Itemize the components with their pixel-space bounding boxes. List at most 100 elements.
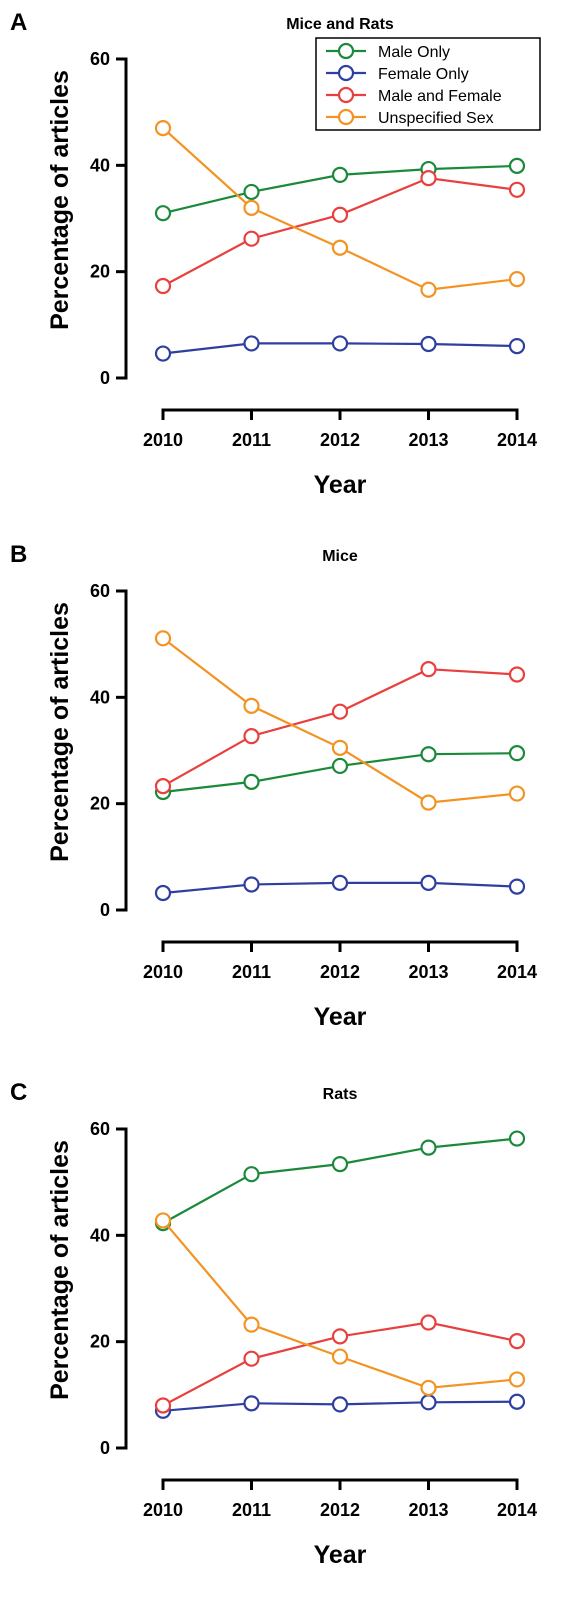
x-tick-label: 2014	[497, 1500, 537, 1520]
y-tick-label: 20	[90, 1332, 110, 1352]
x-tick-label: 2010	[143, 962, 183, 982]
panel-letter: C	[10, 1079, 27, 1106]
y-tick-label: 60	[90, 49, 110, 69]
data-point-series-1	[420, 1139, 437, 1156]
data-point-series-4	[420, 1379, 437, 1397]
x-axis-title: Year	[314, 1541, 367, 1569]
legend-item-unspecified-sex: Unspecified Sex	[326, 108, 494, 127]
y-tick-label: 40	[90, 155, 110, 175]
data-point-series-1	[420, 746, 437, 763]
series-line-series-1	[162, 1137, 518, 1225]
x-tick-label: 2010	[143, 430, 183, 450]
data-point-series-1	[331, 757, 349, 775]
data-point-unspecified-sex	[420, 281, 437, 298]
data-point-female-only	[243, 335, 260, 352]
data-point-series-1	[508, 1130, 526, 1147]
legend: Male Only Female Only Male and Female Unspe…	[315, 37, 541, 131]
y-axis-title: Percentage of articles	[46, 602, 74, 862]
legend-swatch-marker	[337, 42, 355, 60]
data-point-female-only	[331, 335, 349, 352]
y-axis-title: Percentage of articles	[46, 70, 74, 330]
x-tick-label: 2012	[320, 962, 360, 982]
data-point-series-3	[331, 1328, 349, 1345]
x-tick-label: 2012	[320, 1500, 360, 1520]
data-point-series-3	[331, 703, 349, 720]
data-point-unspecified-sex	[508, 271, 526, 288]
legend-item-male-only: Male Only	[326, 42, 450, 61]
data-point-series-3	[420, 661, 437, 678]
data-point-series-2	[243, 1395, 260, 1412]
y-axis-title: Percentage of articles	[46, 1140, 74, 1400]
data-point-series-2	[508, 1393, 526, 1410]
chart-panel-b: B Mice 0 20 40 60 2010 2011 2012 2013 2014 Year Perc…	[10, 541, 537, 1031]
legend-swatch-marker	[337, 86, 355, 104]
data-point-series-1	[508, 745, 526, 762]
data-point-female-only	[420, 335, 437, 353]
data-point-male-only	[243, 183, 260, 201]
y-tick-label: 40	[90, 1225, 110, 1245]
data-point-male-and-female	[508, 181, 526, 198]
y-tick-label: 20	[90, 794, 110, 814]
data-point-series-3	[243, 1350, 260, 1367]
data-point-series-3	[508, 1333, 526, 1350]
legend-label: Male and Female	[378, 88, 502, 105]
data-point-series-4	[508, 785, 526, 802]
legend-label: Female Only	[378, 66, 469, 83]
data-point-male-only	[508, 157, 526, 174]
data-point-series-3	[243, 728, 260, 745]
x-tick-label: 2013	[408, 962, 448, 982]
data-point-unspecified-sex	[154, 120, 172, 137]
data-point-male-and-female	[331, 206, 349, 223]
data-point-male-and-female	[154, 277, 172, 295]
data-point-series-2	[420, 1394, 437, 1411]
data-point-female-only	[508, 338, 526, 355]
data-point-male-only	[154, 205, 172, 222]
data-point-series-1	[331, 1155, 349, 1173]
y-tick-label: 20	[90, 262, 110, 282]
x-axis-title: Year	[314, 471, 367, 499]
data-point-series-2	[154, 884, 172, 902]
panel-letter: B	[10, 541, 27, 568]
series-line-series-4	[162, 637, 518, 804]
data-point-male-and-female	[420, 169, 437, 187]
data-point-series-2	[420, 874, 437, 891]
y-tick-label: 60	[90, 581, 110, 601]
data-point-series-4	[420, 794, 437, 811]
chart-title: Mice and Rats	[286, 16, 394, 33]
data-point-series-4	[331, 739, 349, 756]
data-point-series-4	[331, 1348, 349, 1365]
chart-title: Mice	[322, 548, 358, 565]
y-tick-label: 60	[90, 1119, 110, 1139]
x-tick-label: 2011	[232, 1500, 271, 1520]
data-point-male-only	[331, 166, 349, 184]
data-point-series-4	[243, 1316, 260, 1333]
data-point-series-4	[154, 1212, 172, 1229]
chart-panel-c: C Rats 0 20 40 60 2010 2011 2012 2013 2014 Year Perc…	[10, 1079, 537, 1569]
data-point-series-2	[331, 1396, 349, 1413]
legend-item-male-and-female: Male and Female	[326, 86, 502, 105]
data-point-series-4	[508, 1371, 526, 1388]
legend-label: Unspecified Sex	[378, 110, 494, 127]
panel-letter: A	[10, 9, 27, 36]
data-point-series-2	[331, 874, 349, 891]
x-tick-label: 2014	[497, 962, 537, 982]
legend-swatch-marker	[337, 64, 355, 82]
data-point-series-3	[154, 1397, 172, 1414]
x-tick-label: 2012	[320, 430, 360, 450]
x-tick-label: 2010	[143, 1500, 183, 1520]
legend-swatch-marker	[337, 108, 355, 126]
data-point-unspecified-sex	[243, 199, 260, 216]
x-tick-label: 2013	[408, 1500, 448, 1520]
legend-item-female-only: Female Only	[326, 64, 469, 83]
chart-panel-a: A Mice and Rats 0 20 40 60 2010 2011 2012 2013 201…	[10, 9, 541, 499]
data-point-series-3	[154, 778, 172, 795]
data-point-male-and-female	[243, 230, 260, 247]
data-point-series-4	[243, 697, 260, 714]
data-point-series-1	[243, 1166, 260, 1183]
y-tick-label: 40	[90, 687, 110, 707]
data-point-series-2	[243, 876, 260, 893]
series-line-male-and-female	[162, 176, 518, 287]
y-tick-label: 0	[100, 900, 110, 920]
